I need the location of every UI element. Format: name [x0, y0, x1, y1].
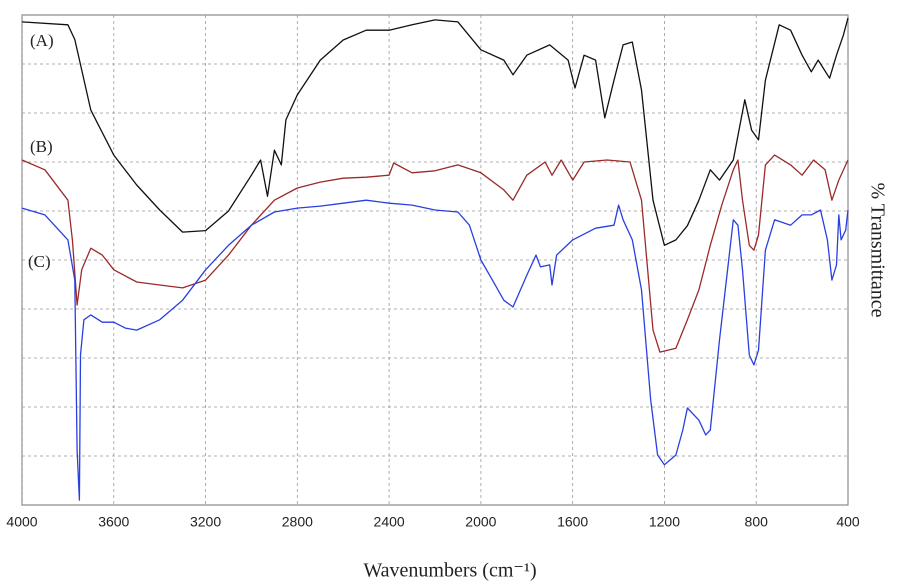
x-tick-label: 2800 [282, 514, 313, 530]
x-tick-label: 800 [745, 514, 769, 530]
x-tick-label: 4000 [6, 514, 37, 530]
x-tick-label: 400 [836, 514, 860, 530]
lines [21, 17, 849, 501]
x-tick-label: 3200 [190, 514, 221, 530]
x-tick-label: 2000 [465, 514, 496, 530]
x-tick-label: 3600 [98, 514, 129, 530]
x-tick-label: 2400 [374, 514, 405, 530]
x-tick-label: 1200 [649, 514, 680, 530]
grid [21, 15, 849, 505]
y-axis-label: % Transmittance [866, 183, 888, 318]
series-line [21, 199, 849, 501]
annotation: (B) [30, 137, 53, 156]
x-tick-label: 1600 [557, 514, 588, 530]
series-line [21, 154, 849, 353]
x-axis-label: Wavenumbers (cm⁻¹) [363, 560, 536, 582]
annotation: (A) [30, 31, 54, 50]
series-line [21, 17, 849, 246]
annotation: (C) [28, 252, 51, 271]
